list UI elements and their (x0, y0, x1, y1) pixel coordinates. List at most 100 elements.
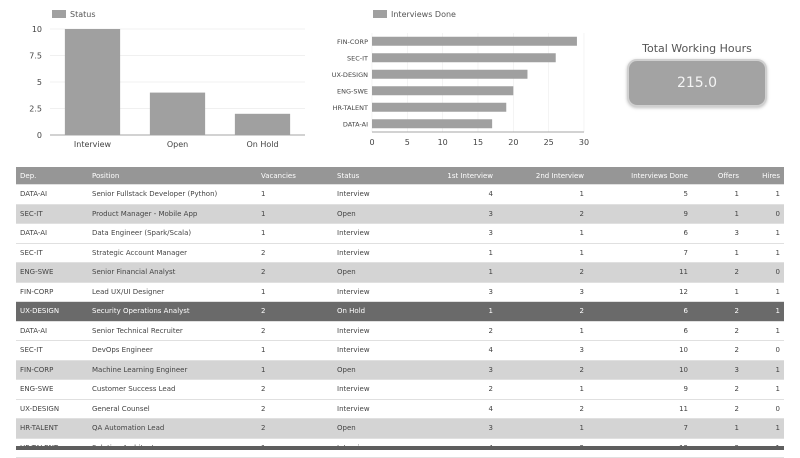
interviews-bar (372, 86, 513, 95)
table-cell: HR-TALENT (16, 424, 88, 432)
interviews-bar (372, 70, 527, 79)
interviews-y-label: SEC-IT (347, 54, 368, 62)
status-bar (235, 114, 290, 135)
table-cell: 1 (497, 385, 588, 393)
table-cell: 2 (257, 268, 333, 276)
table-cell: 10 (588, 366, 692, 374)
table-cell: 6 (588, 307, 692, 315)
table-cell: 1 (692, 424, 743, 432)
table-cell: 2 (692, 405, 743, 413)
table-cell: 1 (257, 229, 333, 237)
column-header[interactable]: 1st Interview (427, 172, 497, 180)
table-cell: FIN-CORP (16, 288, 88, 296)
column-header[interactable]: Vacancies (257, 172, 333, 180)
interviews-y-label: UX-DESIGN (332, 71, 368, 79)
table-cell: SEC-IT (16, 249, 88, 257)
interviews-y-label: FIN-CORP (337, 38, 368, 46)
table-cell: Product Manager - Mobile App (88, 210, 257, 218)
table-cell: DATA-AI (16, 190, 88, 198)
table-cell: 2 (497, 268, 588, 276)
table-cell: 2 (257, 405, 333, 413)
interviews-y-label: DATA-AI (343, 120, 368, 128)
column-header[interactable]: Interviews Done (588, 172, 692, 180)
table-cell: 1 (743, 249, 784, 257)
table-cell: 1 (743, 327, 784, 335)
interviews-x-tick: 20 (508, 138, 518, 147)
table-cell: 2 (257, 385, 333, 393)
table-cell: Strategic Account Manager (88, 249, 257, 257)
status-y-tick: 7.5 (29, 52, 42, 61)
status-x-label: Interview (74, 140, 112, 149)
column-header[interactable]: Offers (692, 172, 743, 180)
kpi-title: Total Working Hours (624, 42, 770, 55)
table-cell: Senior Fullstack Developer (Python) (88, 190, 257, 198)
table-cell: 1 (497, 249, 588, 257)
table-cell: 1 (743, 366, 784, 374)
table-cell: ENG-SWE (16, 268, 88, 276)
table-cell: 1 (743, 385, 784, 393)
status-bar (65, 29, 120, 135)
column-header[interactable]: Hires (743, 172, 784, 180)
interviews-bar (372, 119, 492, 128)
column-header[interactable]: Dep. (16, 172, 88, 180)
table-cell: 1 (257, 366, 333, 374)
table-cell: Open (333, 210, 427, 218)
table-cell: Interview (333, 385, 427, 393)
table-cell: 6 (588, 229, 692, 237)
table-cell: QA Automation Lead (88, 424, 257, 432)
table-cell: 2 (427, 327, 497, 335)
status-y-tick: 2.5 (29, 105, 42, 114)
interviews-bar (372, 37, 577, 46)
column-header[interactable]: 2nd Interview (497, 172, 588, 180)
table-cell: Security Operations Analyst (88, 307, 257, 315)
status-y-tick: 5 (37, 78, 42, 87)
column-header[interactable]: Status (333, 172, 427, 180)
interviews-x-tick: 15 (473, 138, 483, 147)
status-x-label: Open (167, 140, 188, 149)
table-cell: 2 (692, 346, 743, 354)
table-cell: 1 (692, 249, 743, 257)
interviews-bar (372, 103, 506, 112)
table-cell: 11 (588, 405, 692, 413)
interviews-legend-swatch (373, 10, 387, 18)
table-cell: Interview (333, 327, 427, 335)
table-cell: SEC-IT (16, 210, 88, 218)
interviews-x-tick: 5 (405, 138, 410, 147)
status-x-label: On Hold (246, 140, 278, 149)
table-cell: 2 (257, 307, 333, 315)
table-cell: 2 (497, 405, 588, 413)
table-cell: Open (333, 424, 427, 432)
table-cell: Customer Success Lead (88, 385, 257, 393)
table-cell: 3 (427, 424, 497, 432)
interviews-x-tick: 30 (579, 138, 589, 147)
table-cell: 3 (692, 229, 743, 237)
table-cell: 2 (692, 268, 743, 276)
table-cell: 1 (497, 424, 588, 432)
table-cell: 4 (427, 405, 497, 413)
interviews-x-tick: 25 (544, 138, 554, 147)
table-cell: 2 (497, 210, 588, 218)
table-cell: 3 (497, 346, 588, 354)
table-cell: DevOps Engineer (88, 346, 257, 354)
table-cell: 1 (743, 190, 784, 198)
interviews-y-label: HR-TALENT (333, 104, 368, 112)
column-header[interactable]: Position (88, 172, 257, 180)
table-cell: 2 (427, 385, 497, 393)
table-cell: Open (333, 268, 427, 276)
table-cell: 9 (588, 210, 692, 218)
